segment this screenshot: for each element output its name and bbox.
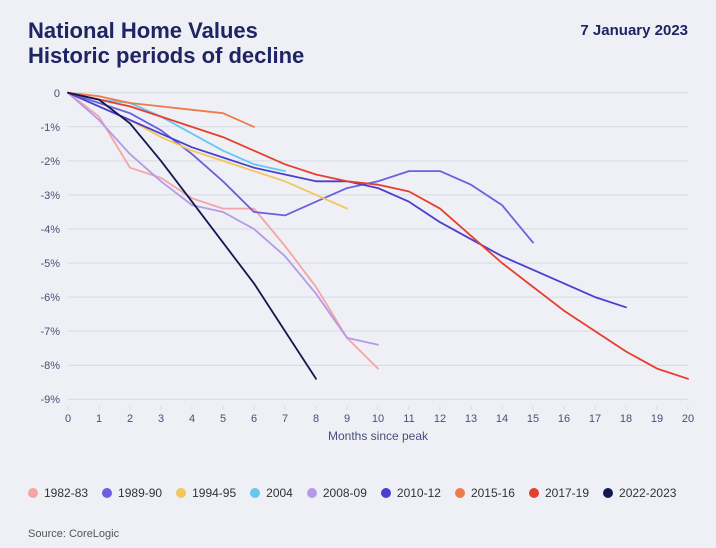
legend-label: 2010-12 [397, 486, 441, 500]
chart-area: 0-1%-2%-3%-4%-5%-6%-7%-8%-9%012345678910… [18, 86, 698, 446]
svg-text:9: 9 [344, 413, 350, 425]
legend-dot [381, 488, 391, 498]
legend-dot [529, 488, 539, 498]
svg-text:5: 5 [220, 413, 226, 425]
chart-date: 7 January 2023 [580, 22, 688, 39]
legend-dot [307, 488, 317, 498]
svg-text:16: 16 [558, 413, 570, 425]
series-line-1994-95 [68, 93, 347, 209]
legend-label: 1989-90 [118, 486, 162, 500]
series-line-2017-19 [68, 93, 688, 379]
legend-dot [176, 488, 186, 498]
svg-text:0: 0 [65, 413, 71, 425]
svg-text:20: 20 [682, 413, 694, 425]
svg-text:-1%: -1% [40, 122, 60, 134]
chart-svg: 0-1%-2%-3%-4%-5%-6%-7%-8%-9%012345678910… [18, 86, 698, 446]
svg-text:-6%: -6% [40, 292, 60, 304]
legend-dot [28, 488, 38, 498]
chart-title-line2: Historic periods of decline [28, 43, 304, 68]
svg-text:8: 8 [313, 413, 319, 425]
svg-text:1: 1 [96, 413, 102, 425]
svg-text:7: 7 [282, 413, 288, 425]
legend-label: 2008-09 [323, 486, 367, 500]
legend-item-2010-12: 2010-12 [381, 486, 441, 500]
legend-label: 2022-2023 [619, 486, 676, 500]
legend-item-1989-90: 1989-90 [102, 486, 162, 500]
svg-text:18: 18 [620, 413, 632, 425]
legend-item-2015-16: 2015-16 [455, 486, 515, 500]
legend-dot [603, 488, 613, 498]
svg-text:13: 13 [465, 413, 477, 425]
legend-item-2008-09: 2008-09 [307, 486, 367, 500]
svg-text:0: 0 [54, 88, 60, 100]
svg-text:-4%: -4% [40, 224, 60, 236]
svg-text:10: 10 [372, 413, 384, 425]
legend-label: 1982-83 [44, 486, 88, 500]
svg-text:3: 3 [158, 413, 164, 425]
legend-item-1994-95: 1994-95 [176, 486, 236, 500]
svg-text:2: 2 [127, 413, 133, 425]
svg-text:12: 12 [434, 413, 446, 425]
svg-text:14: 14 [496, 413, 508, 425]
svg-text:-2%: -2% [40, 156, 60, 168]
series-line-2008-09 [68, 93, 378, 345]
legend-item-2017-19: 2017-19 [529, 486, 589, 500]
svg-text:19: 19 [651, 413, 663, 425]
legend-dot [250, 488, 260, 498]
svg-text:-5%: -5% [40, 258, 60, 270]
svg-text:-3%: -3% [40, 190, 60, 202]
chart-legend: 1982-83 1989-90 1994-95 2004 2008-09 2010-12 2… [28, 486, 688, 500]
series-line-1982-83 [68, 93, 378, 369]
legend-item-2022-2023: 2022-2023 [603, 486, 676, 500]
svg-text:11: 11 [403, 413, 414, 425]
legend-item-2004: 2004 [250, 486, 293, 500]
svg-text:6: 6 [251, 413, 257, 425]
svg-text:Months since peak: Months since peak [328, 429, 429, 443]
svg-text:-8%: -8% [40, 360, 60, 372]
chart-title-line1: National Home Values [28, 18, 258, 43]
svg-text:4: 4 [189, 413, 195, 425]
legend-dot [102, 488, 112, 498]
svg-text:15: 15 [527, 413, 539, 425]
legend-item-1982-83: 1982-83 [28, 486, 88, 500]
series-line-1989-90 [68, 93, 533, 243]
series-line-2004 [68, 93, 285, 171]
svg-text:-9%: -9% [40, 394, 60, 406]
series-line-2015-16 [68, 93, 254, 127]
legend-label: 2015-16 [471, 486, 515, 500]
legend-label: 1994-95 [192, 486, 236, 500]
legend-label: 2017-19 [545, 486, 589, 500]
svg-text:17: 17 [589, 413, 601, 425]
source-attribution: Source: CoreLogic [28, 528, 119, 540]
series-line-2022-2023 [68, 93, 316, 379]
legend-label: 2004 [266, 486, 293, 500]
legend-dot [455, 488, 465, 498]
svg-text:-7%: -7% [40, 326, 60, 338]
